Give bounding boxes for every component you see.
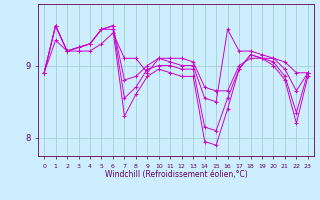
X-axis label: Windchill (Refroidissement éolien,°C): Windchill (Refroidissement éolien,°C)	[105, 170, 247, 179]
